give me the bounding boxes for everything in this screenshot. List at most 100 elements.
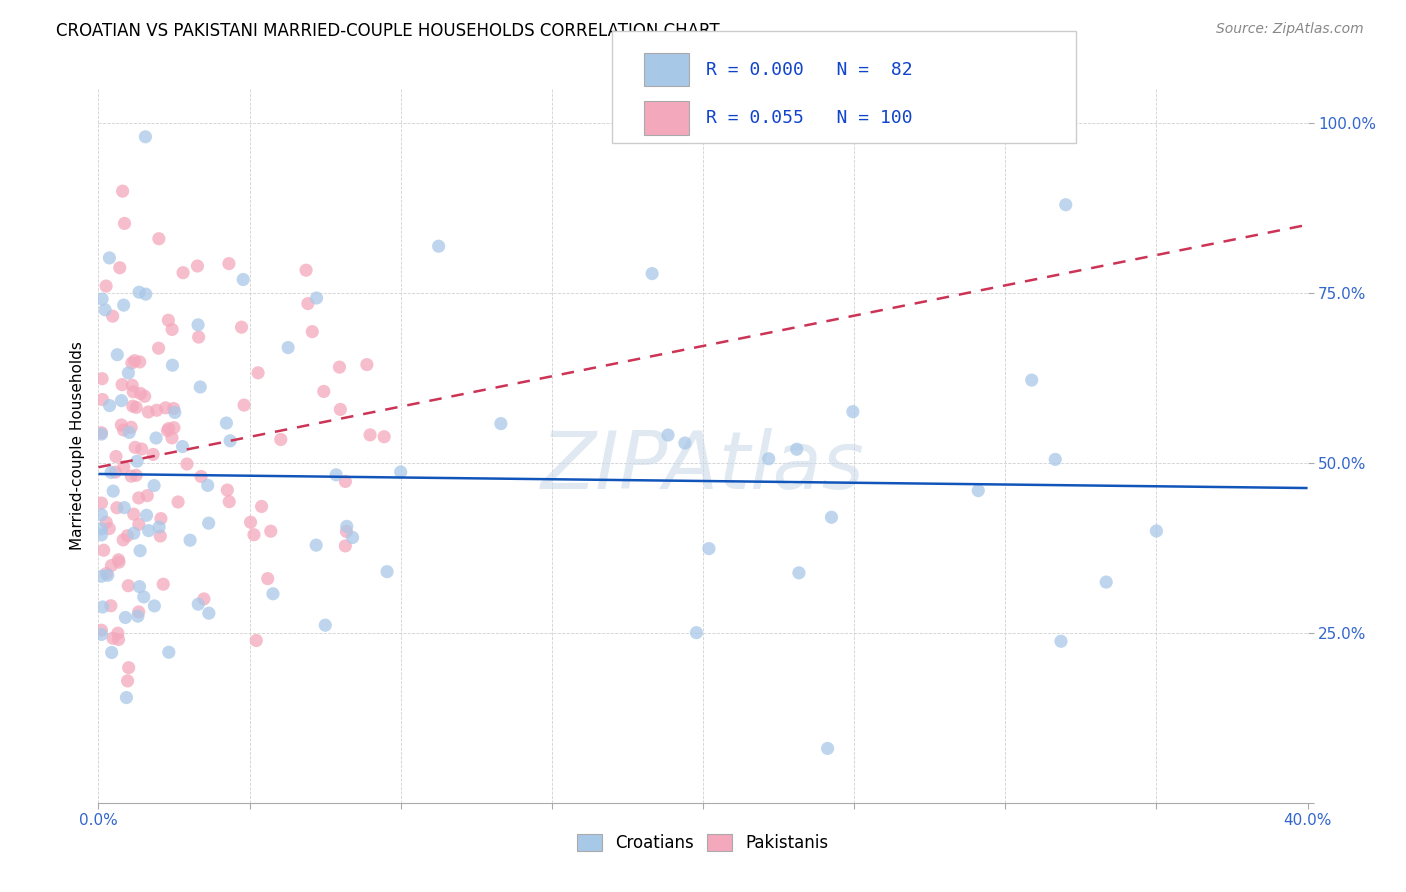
Point: [112, 459, 135, 474]
Point: [297, 296, 319, 310]
Point: [160, 322, 183, 336]
Point: [110, 417, 132, 432]
Point: [107, 553, 129, 567]
Point: [112, 298, 135, 312]
Point: [157, 421, 180, 435]
Point: [342, 531, 364, 545]
Point: [143, 599, 166, 613]
Point: [250, 500, 273, 514]
Point: [697, 541, 720, 556]
Point: [91, 392, 114, 407]
Point: [187, 597, 209, 611]
Point: [336, 519, 359, 533]
Point: [1021, 373, 1043, 387]
Point: [90, 427, 112, 442]
Point: [359, 428, 381, 442]
Point: [128, 285, 150, 300]
Point: [125, 468, 148, 483]
Point: [256, 572, 278, 586]
Point: [233, 398, 256, 412]
Point: [135, 287, 157, 301]
Point: [219, 434, 242, 448]
Point: [117, 366, 139, 380]
Point: [118, 425, 141, 440]
Point: [1095, 575, 1118, 590]
Point: [98, 399, 121, 413]
Point: [641, 267, 664, 281]
Point: [142, 447, 165, 461]
Point: [163, 401, 186, 416]
Point: [239, 515, 262, 529]
Point: [758, 451, 780, 466]
Point: [243, 527, 266, 541]
Point: [111, 184, 134, 198]
Point: [218, 494, 240, 508]
Point: [96, 566, 118, 581]
Point: [122, 384, 145, 399]
Point: [90, 522, 112, 536]
Point: [125, 401, 148, 415]
Point: [122, 507, 145, 521]
Point: [148, 232, 170, 246]
Point: [98, 522, 121, 536]
Point: [91, 292, 114, 306]
Point: [301, 325, 323, 339]
Point: [138, 405, 160, 419]
Point: [162, 358, 184, 372]
Point: [134, 129, 156, 144]
Point: [335, 475, 357, 489]
Point: [179, 533, 201, 548]
Point: [186, 259, 208, 273]
Point: [245, 633, 267, 648]
Point: [215, 416, 238, 430]
Point: [128, 355, 150, 369]
Legend: Croatians, Pakistanis: Croatians, Pakistanis: [571, 827, 835, 859]
Point: [91, 599, 114, 614]
Point: [129, 543, 152, 558]
Point: [156, 424, 179, 438]
Point: [124, 441, 146, 455]
Point: [190, 469, 212, 483]
Point: [842, 405, 865, 419]
Point: [312, 384, 335, 399]
Point: [270, 433, 292, 447]
Point: [187, 330, 209, 344]
Point: [673, 436, 696, 450]
Point: [314, 618, 336, 632]
Point: [375, 565, 398, 579]
Text: Source: ZipAtlas.com: Source: ZipAtlas.com: [1216, 22, 1364, 37]
Point: [110, 393, 132, 408]
Point: [231, 320, 253, 334]
Point: [90, 569, 112, 583]
Point: [136, 489, 159, 503]
Point: [112, 500, 135, 515]
Point: [335, 524, 357, 539]
Point: [295, 263, 318, 277]
Point: [325, 467, 347, 482]
Point: [112, 423, 135, 437]
Point: [149, 529, 172, 543]
Point: [94, 279, 117, 293]
Point: [97, 568, 120, 582]
Point: [247, 366, 270, 380]
Point: [120, 420, 142, 434]
Point: [657, 428, 679, 442]
Point: [96, 516, 118, 530]
Text: R = 0.000   N =  82: R = 0.000 N = 82: [706, 61, 912, 78]
Point: [117, 673, 139, 688]
Point: [198, 606, 221, 620]
Point: [152, 577, 174, 591]
Point: [107, 632, 129, 647]
Point: [148, 520, 170, 534]
Point: [90, 508, 112, 522]
Text: CROATIAN VS PAKISTANI MARRIED-COUPLE HOUSEHOLDS CORRELATION CHART: CROATIAN VS PAKISTANI MARRIED-COUPLE HOU…: [56, 22, 720, 40]
Point: [121, 399, 143, 413]
Point: [122, 526, 145, 541]
Point: [128, 580, 150, 594]
Point: [105, 500, 128, 515]
Point: [163, 420, 186, 434]
Point: [427, 239, 450, 253]
Point: [167, 495, 190, 509]
Point: [98, 251, 121, 265]
Point: [138, 524, 160, 538]
